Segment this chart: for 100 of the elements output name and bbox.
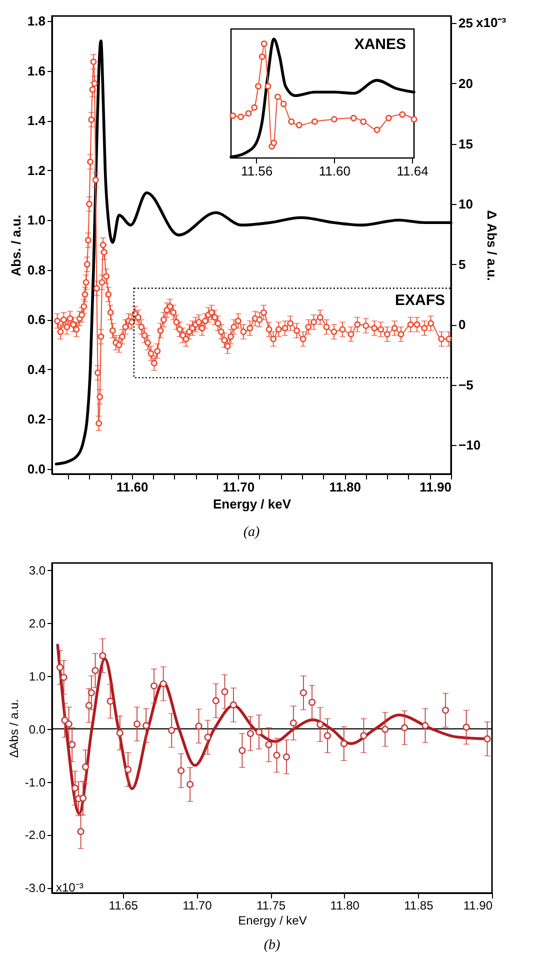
point	[350, 114, 357, 122]
point	[274, 94, 281, 100]
point	[77, 828, 84, 836]
point	[221, 688, 228, 696]
point	[88, 689, 95, 696]
point	[484, 735, 491, 742]
point	[282, 753, 290, 760]
y-tick-label: 0.0	[28, 722, 46, 736]
point	[195, 722, 202, 730]
x-tick-label: 11.70	[182, 898, 212, 912]
point	[99, 652, 106, 660]
y-tick-label: 3.0	[28, 563, 46, 578]
y-axis-title: ΔAbs / a.u.	[6, 699, 21, 758]
point	[85, 702, 92, 710]
annotation: EXAFS	[394, 292, 445, 310]
y2-axis-title: Δ Abs / a.u.	[484, 210, 500, 281]
y2-tick-label: 25	[458, 16, 473, 31]
y2-tick-label: −5	[458, 377, 474, 392]
point	[316, 721, 324, 728]
y-tick-label: 1.0	[27, 212, 46, 228]
point	[280, 100, 287, 108]
point	[230, 112, 236, 119]
text: (a)	[243, 525, 260, 540]
point	[116, 729, 124, 737]
point	[230, 701, 238, 709]
point	[124, 766, 132, 774]
point	[374, 126, 380, 134]
point	[340, 740, 348, 748]
text: x10⁻³	[476, 15, 507, 30]
x-tick-label: 11.80	[329, 480, 362, 494]
point	[308, 698, 316, 706]
annotation: XANES	[354, 36, 406, 53]
point	[168, 726, 176, 734]
x-tick-label: 11.70	[222, 480, 255, 494]
point	[300, 689, 308, 696]
y-tick-label: -2.0	[24, 828, 46, 842]
point	[133, 720, 141, 728]
y-tick-label: 0.0	[27, 462, 46, 477]
point	[410, 116, 418, 122]
point	[204, 734, 212, 741]
x-tick-label: 11.56	[241, 164, 273, 178]
y2-tick-label: 20	[458, 76, 473, 91]
y2-tick-label: 15	[458, 136, 473, 152]
y-tick-label: -1.0	[24, 775, 46, 790]
y2-tick-label: 0	[458, 317, 466, 332]
y2-tick-label: 10	[458, 196, 473, 212]
y-tick-label: 1.6	[27, 63, 46, 78]
x-tick-label: 11.75	[256, 898, 286, 912]
y-tick-label: 1.0	[28, 669, 46, 684]
point	[237, 114, 244, 120]
y-axis-title: Abs. / a.u.	[8, 214, 24, 276]
point	[251, 104, 258, 111]
point	[296, 122, 302, 128]
y-tick-label: 1.4	[27, 113, 46, 128]
point	[265, 741, 272, 748]
x-tick-label: 11.60	[116, 480, 148, 494]
point	[160, 680, 167, 688]
point	[68, 741, 76, 748]
y-tick-label: 1.8	[27, 13, 46, 28]
y2-tick-label: 5	[458, 256, 466, 272]
point	[238, 746, 246, 754]
point	[245, 110, 252, 117]
point	[106, 698, 114, 705]
point	[422, 722, 429, 730]
point	[258, 53, 266, 60]
point	[360, 732, 368, 740]
point	[324, 732, 332, 740]
x-axis-title: Energy / keV	[238, 914, 307, 928]
y-tick-label: 0.8	[27, 262, 46, 278]
y-tick-label: 0.6	[27, 312, 46, 328]
point	[385, 114, 392, 122]
point	[330, 116, 338, 122]
y-tick-label: -3.0	[24, 881, 46, 896]
point	[270, 140, 278, 146]
point	[255, 82, 262, 90]
point	[382, 726, 389, 733]
y-tick-label: 2.0	[28, 616, 46, 630]
x-axis-title: Energy / keV	[212, 496, 292, 512]
point	[462, 724, 470, 731]
y-tick-label: 0.2	[27, 412, 46, 427]
annotation: x10⁻³	[56, 880, 84, 895]
point	[56, 664, 64, 671]
point	[311, 118, 318, 125]
point	[60, 674, 68, 681]
point	[177, 767, 185, 774]
point	[79, 794, 87, 802]
point	[360, 118, 367, 125]
point	[82, 763, 90, 770]
point	[401, 724, 408, 732]
point	[442, 706, 450, 714]
x-tick-label: 11.80	[330, 898, 360, 912]
x-tick-label: 11.60	[318, 164, 350, 178]
y2-tick-label: −10	[458, 438, 481, 453]
y-tick-label: 0.4	[27, 362, 46, 377]
point	[255, 728, 263, 736]
point	[150, 682, 158, 690]
point	[186, 780, 194, 788]
point	[399, 111, 406, 118]
point	[288, 118, 295, 125]
point	[65, 720, 72, 728]
